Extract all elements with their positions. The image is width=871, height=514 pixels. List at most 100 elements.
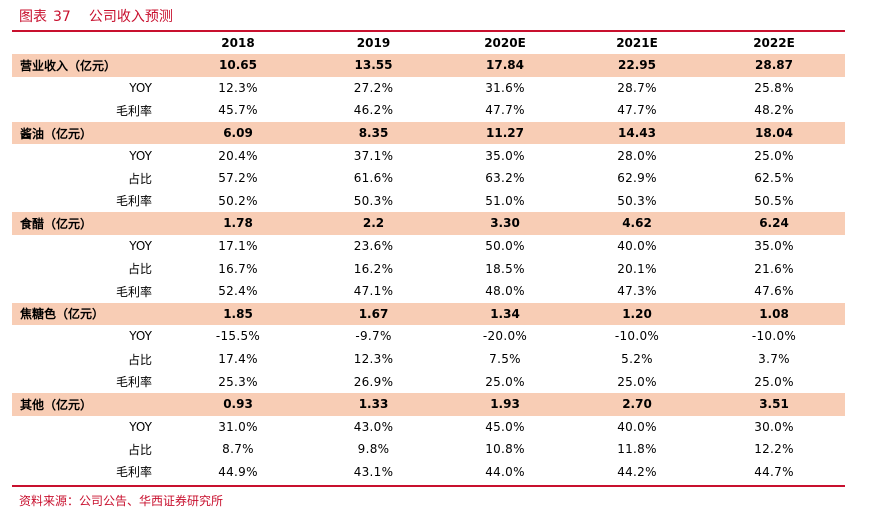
metric-value: 40.0% [617,239,657,254]
segment-value: 3.51 [703,392,845,416]
metric-value: 28.7% [617,80,657,95]
segment-value: 22.95 [571,54,703,77]
segment-value: 3.30 [439,212,571,235]
metric-value: 25.0% [485,374,525,389]
metric-row: YOY -15.5% -9.7% -20.0% -10.0% -10.0% [12,325,845,348]
year-header: 2021E [616,36,658,50]
metric-row: 毛利率 52.4% 47.1% 48.0% 47.3% 47.6% [12,280,845,303]
metric-value: 47.1% [353,284,394,299]
metric-value: 26.9% [353,374,394,389]
metric-value: 16.2% [353,261,394,276]
metric-value: 46.2% [353,103,394,118]
top-rule [12,30,845,32]
metric-label: 占比 [127,352,152,367]
metric-value: 11.8% [617,442,657,457]
metric-value: 25.0% [754,148,794,163]
segment-value: 2.2 [308,212,439,235]
segment-value: 2.70 [571,392,703,416]
metric-row: 占比 16.7% 16.2% 18.5% 20.1% 21.6% [12,257,845,280]
metric-value: 57.2% [218,171,258,186]
segment-value: 17.84 [439,54,571,77]
metric-row: 毛利率 45.7% 46.2% 47.7% 47.7% 48.2% [12,99,845,122]
metric-value: 21.6% [754,261,794,276]
segment-value: 1.67 [308,302,439,326]
metric-value: 47.7% [485,103,525,118]
metric-value: 43.1% [353,464,394,479]
segment-value: 6.09 [168,121,308,145]
metric-value: 9.8% [357,442,390,457]
segment-value: 4.62 [571,212,703,235]
segment-value: 1.93 [439,392,571,416]
metric-value: 25.0% [617,374,657,389]
metric-value: 25.0% [754,374,794,389]
segment-label: 其他（亿元） [12,392,168,416]
metric-label: YOY [129,239,152,254]
metric-value: 62.9% [617,171,657,186]
metric-value: 20.1% [617,261,657,276]
metric-label: 占比 [127,171,152,186]
segment-value: 28.87 [703,54,845,77]
metric-value: 5.2% [621,352,653,367]
year-header: 2022E [753,36,795,50]
segment-label: 焦糖色（亿元） [12,302,168,326]
metric-value: -10.0% [614,329,660,344]
metric-value: -9.7% [355,329,392,344]
segment-value: 1.78 [168,212,308,235]
segment-value: 13.55 [308,54,439,77]
metric-value: 37.1% [353,148,394,163]
metric-value: 31.0% [218,419,258,434]
metric-label: 毛利率 [115,375,152,390]
metric-value: 47.7% [617,103,657,118]
metric-value: 35.0% [485,148,525,163]
segment-value: 11.27 [439,121,571,145]
metric-value: 3.7% [758,352,790,367]
metric-value: -20.0% [482,329,528,344]
metric-value: 16.7% [218,261,258,276]
metric-label: YOY [129,329,152,344]
metric-value: 50.0% [485,239,525,254]
metric-label: YOY [129,80,152,95]
metric-value: 25.8% [754,80,794,95]
segment-value: 8.35 [308,121,439,145]
metric-value: 50.3% [617,193,657,208]
metric-value: 23.6% [353,239,394,254]
metric-row: 占比 57.2% 61.6% 63.2% 62.9% 62.5% [12,167,845,190]
metric-value: 31.6% [485,80,525,95]
segment-row: 食醋（亿元） 1.78 2.2 3.30 4.62 6.24 [12,212,845,235]
metric-value: -10.0% [751,329,797,344]
header-row: 2018 2019 2020E 2021E 2022E [12,32,845,54]
segment-label: 酱油（亿元） [12,121,168,145]
metric-value: 50.3% [353,193,394,208]
metric-value: 17.4% [218,352,258,367]
segment-value: 10.65 [168,54,308,77]
metric-value: 12.3% [218,80,258,95]
segment-value: 0.93 [168,392,308,416]
figure-label: 图表 [19,9,47,25]
metric-label: 占比 [127,262,152,277]
metric-label: 毛利率 [115,103,152,118]
segment-value: 6.24 [703,212,845,235]
metric-value: 50.2% [218,193,258,208]
metric-value: 62.5% [754,171,794,186]
segment-value: 1.33 [308,392,439,416]
figure-number: 37 [53,9,71,25]
metric-value: 18.5% [485,261,525,276]
metric-value: 61.6% [353,171,394,186]
metric-value: 27.2% [353,80,394,95]
segment-value: 1.20 [571,302,703,326]
source-note: 资料来源：公司公告、华西证券研究所 [19,494,224,508]
segment-row: 其他（亿元） 0.93 1.33 1.93 2.70 3.51 [12,392,845,416]
bottom-rule [12,485,845,487]
segment-row: 酱油（亿元） 6.09 8.35 11.27 14.43 18.04 [12,121,845,145]
segment-value: 1.85 [168,302,308,326]
metric-row: 毛利率 44.9% 43.1% 44.0% 44.2% 44.7% [12,461,845,484]
metric-value: 63.2% [485,171,525,186]
metric-value: 47.3% [617,284,657,299]
metric-row: YOY 31.0% 43.0% 45.0% 40.0% 30.0% [12,416,845,439]
metric-label: YOY [129,419,152,434]
metric-value: 7.5% [489,352,521,367]
metric-value: 52.4% [218,284,258,299]
metric-row: 占比 8.7% 9.8% 10.8% 11.8% 12.2% [12,438,845,461]
year-header: 2019 [356,36,391,50]
metric-row: YOY 17.1% 23.6% 50.0% 40.0% 35.0% [12,235,845,258]
